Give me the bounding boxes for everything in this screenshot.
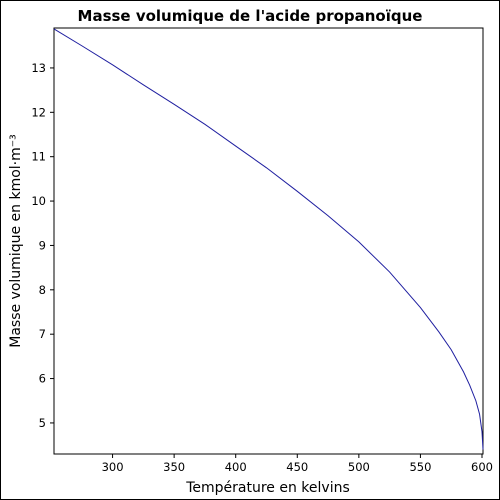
x-tick-label: 400 xyxy=(225,460,247,474)
y-tick-label: 13 xyxy=(31,61,46,75)
y-axis-ticks: 5 6 7 8 9 10 11 12 13 xyxy=(31,61,54,430)
y-tick-label: 7 xyxy=(39,327,46,341)
y-tick-label: 12 xyxy=(31,105,46,119)
y-tick-label: 10 xyxy=(31,194,46,208)
x-axis-title: Température en kelvins xyxy=(185,480,350,496)
x-tick-label: 500 xyxy=(348,460,370,474)
x-tick-label: 300 xyxy=(102,460,124,474)
y-axis-title: Masse volumique en kmol·m⁻³ xyxy=(8,134,24,348)
plot-area xyxy=(53,27,484,455)
y-tick-label: 6 xyxy=(39,372,46,386)
x-tick-label: 450 xyxy=(286,460,308,474)
y-tick-label: 5 xyxy=(39,416,46,430)
y-tick-label: 9 xyxy=(39,238,46,252)
chart-title: Masse volumique de l'acide propanoïque xyxy=(78,7,423,25)
x-tick-label: 600 xyxy=(471,460,493,474)
y-tick-label: 11 xyxy=(31,150,46,164)
x-tick-label: 350 xyxy=(163,460,185,474)
x-tick-label: 550 xyxy=(409,460,431,474)
series-line xyxy=(53,28,484,450)
x-axis-ticks: 300 350 400 450 500 550 600 xyxy=(102,454,493,474)
y-tick-label: 8 xyxy=(39,283,46,297)
